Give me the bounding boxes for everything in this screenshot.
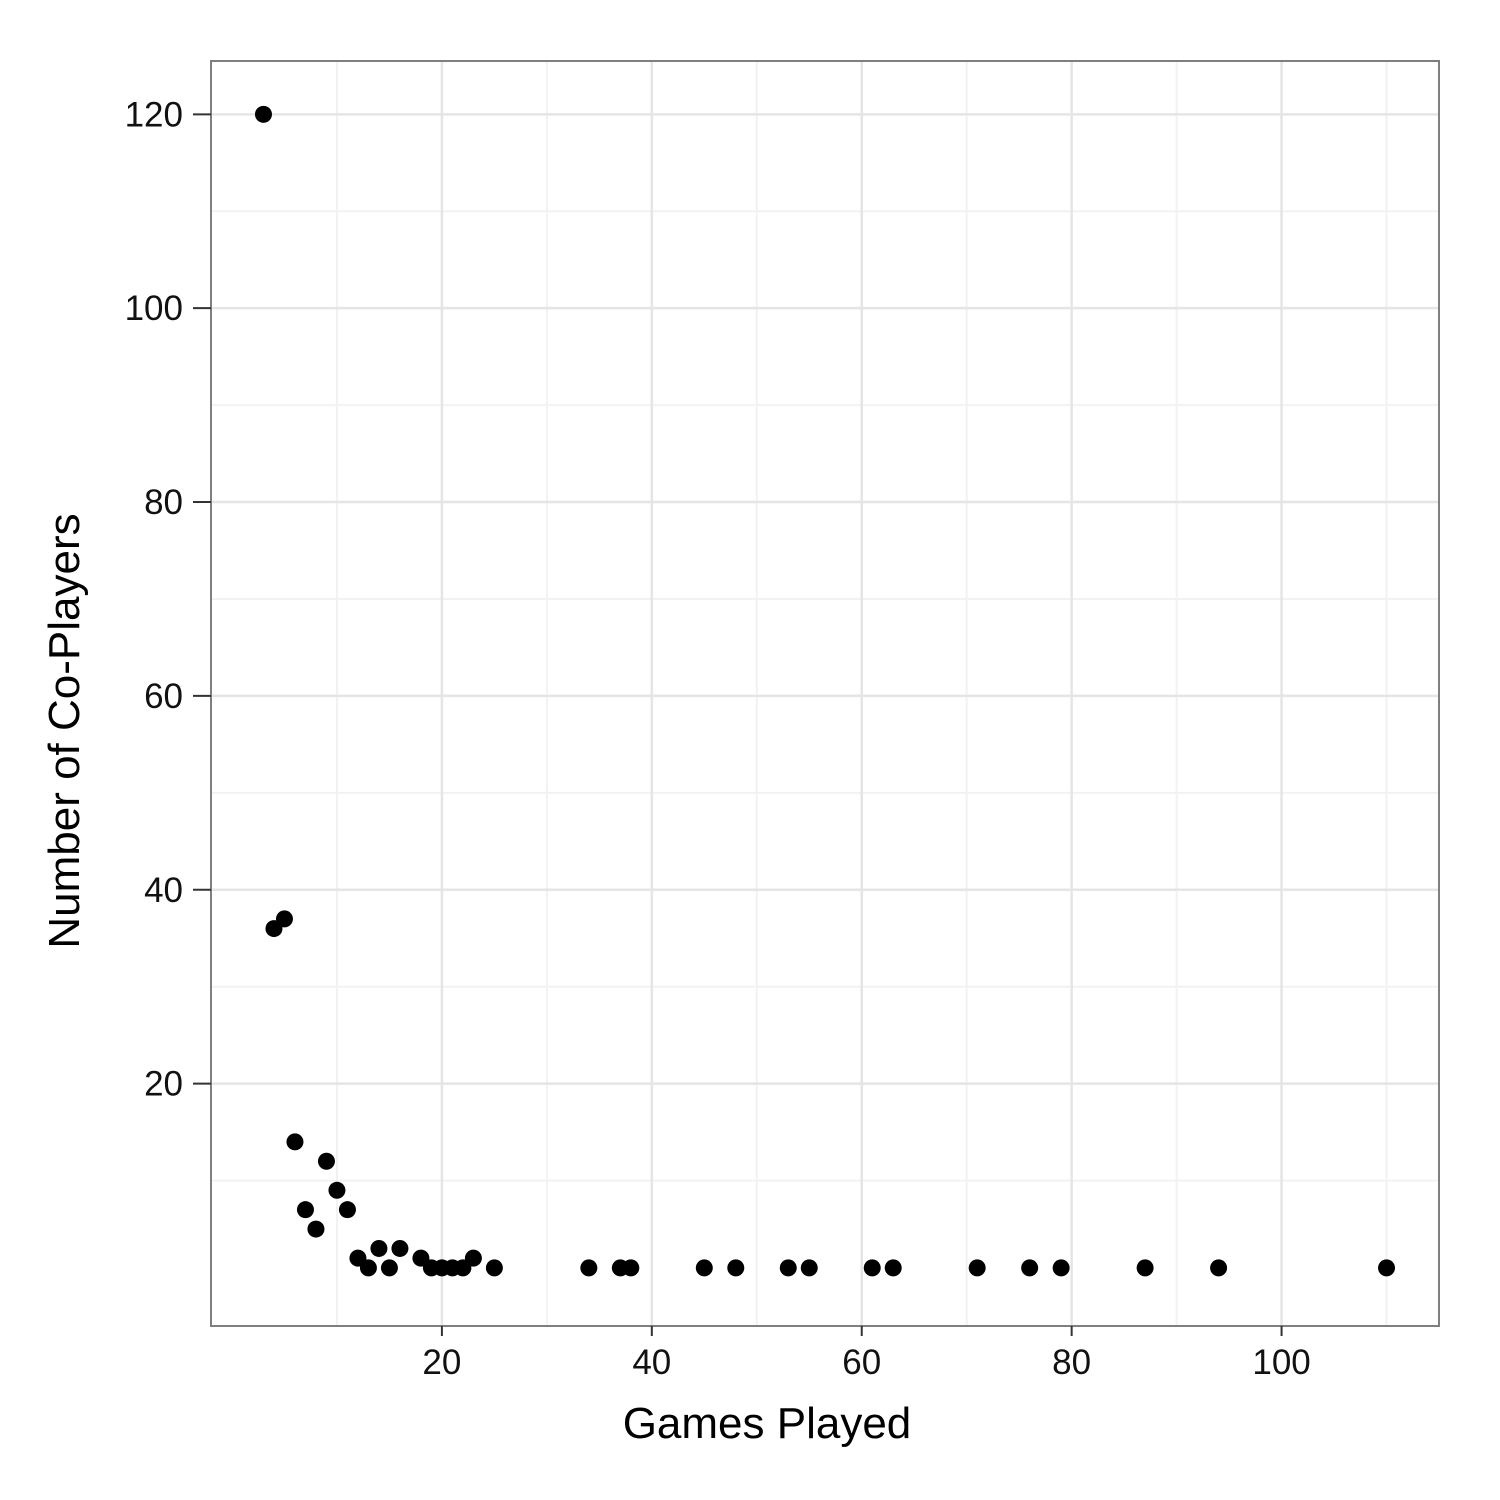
y-tick-label: 120 (125, 95, 183, 134)
data-point (391, 1239, 409, 1257)
major-gridlines (211, 61, 1439, 1326)
data-point (622, 1259, 640, 1277)
y-tick-label: 100 (125, 289, 183, 328)
data-point (1052, 1259, 1070, 1277)
data-point (380, 1259, 398, 1277)
data-point (1378, 1259, 1396, 1277)
data-point (370, 1239, 388, 1257)
x-tick-label: 40 (632, 1343, 671, 1382)
x-tick-label: 100 (1252, 1343, 1310, 1382)
data-point (485, 1259, 503, 1277)
y-tick-label: 80 (144, 483, 183, 522)
data-point (464, 1249, 482, 1267)
x-tick-label: 60 (842, 1343, 881, 1382)
data-point (1021, 1259, 1039, 1277)
data-point (800, 1259, 818, 1277)
data-point (286, 1133, 304, 1151)
plot-panel-border (210, 60, 1440, 1327)
data-point (317, 1152, 335, 1170)
y-tick-label: 40 (144, 871, 183, 910)
data-point (884, 1259, 902, 1277)
data-point (727, 1259, 745, 1277)
data-point (863, 1259, 881, 1277)
x-axis-title: Games Played (623, 1399, 912, 1448)
y-axis: 20 40 60 80 100 120 (125, 95, 211, 1104)
y-tick-label: 20 (144, 1065, 183, 1104)
data-point (1210, 1259, 1228, 1277)
data-point (307, 1220, 325, 1238)
y-axis-title: Number of Co-Players (40, 513, 89, 948)
minor-gridlines (211, 61, 1439, 1326)
data-point (779, 1259, 797, 1277)
data-point (968, 1259, 986, 1277)
data-point (359, 1259, 377, 1277)
data-point (338, 1201, 356, 1219)
x-axis: 20 40 60 80 100 (422, 1326, 1311, 1382)
data-point (254, 105, 272, 123)
data-point (328, 1181, 346, 1199)
data-point (695, 1259, 713, 1277)
data-point (580, 1259, 598, 1277)
y-tick-label: 60 (144, 677, 183, 716)
x-tick-label: 20 (422, 1343, 461, 1382)
data-points (254, 105, 1396, 1277)
x-tick-label: 80 (1052, 1343, 1091, 1382)
data-point (275, 910, 293, 928)
data-point (1136, 1259, 1154, 1277)
data-point (296, 1201, 314, 1219)
